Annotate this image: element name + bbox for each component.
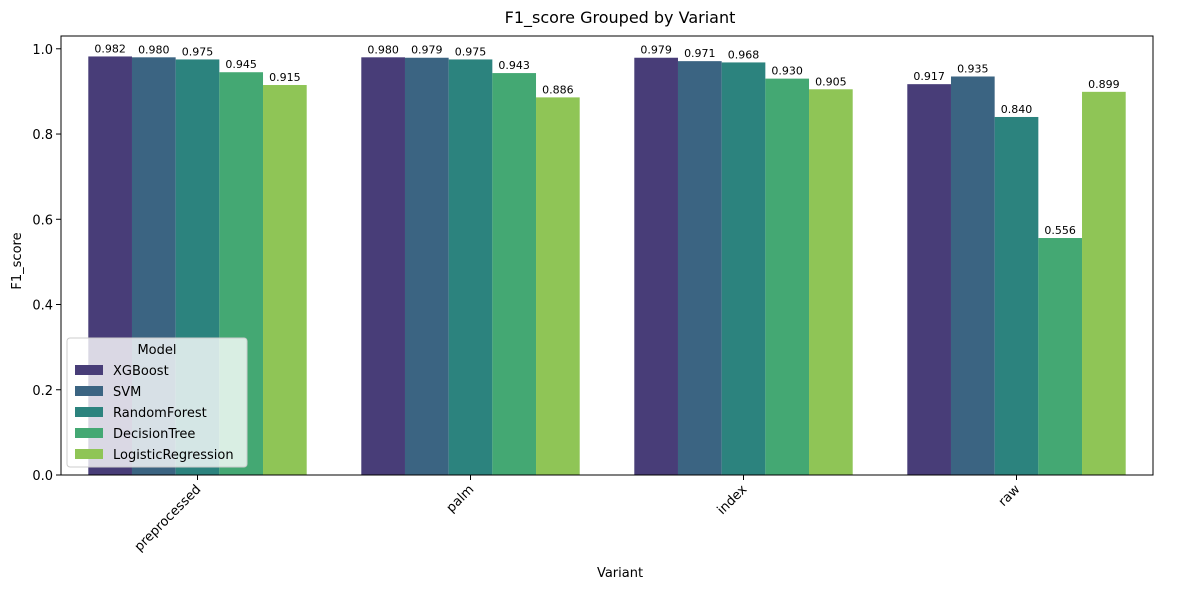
data-label: 0.975 — [182, 45, 214, 58]
bar-xgboost-raw — [907, 84, 951, 475]
bar-randomforest-raw — [994, 116, 1039, 475]
data-label: 0.556 — [1044, 224, 1076, 237]
y-tick-label: 0.4 — [32, 299, 53, 314]
data-label: 0.917 — [913, 70, 945, 83]
legend: Model XGBoost SVM RandomForest DecisionTree… — [66, 337, 248, 468]
data-label: 0.979 — [640, 44, 672, 57]
data-label: 0.915 — [269, 71, 301, 84]
legend-label-xgboost: XGBoost — [113, 364, 169, 379]
legend-label-decisiontree: DecisionTree — [113, 427, 195, 442]
legend-swatch-decisiontree — [75, 428, 103, 438]
bar-svm-index — [677, 61, 722, 475]
data-label: 0.943 — [498, 59, 530, 72]
bar-randomforest-index — [721, 62, 766, 476]
x-tick-label: index — [715, 482, 751, 518]
bar-logisticregression-raw — [1082, 91, 1126, 475]
data-label: 0.980 — [138, 43, 170, 56]
x-axis-label: Variant — [597, 566, 643, 581]
y-tick-label: 0.2 — [32, 384, 53, 399]
data-label: 0.975 — [455, 45, 487, 58]
data-label: 0.935 — [957, 62, 989, 75]
legend-label-logisticregression: LogisticRegression — [113, 448, 234, 463]
bar-xgboost-index — [634, 57, 678, 476]
legend-swatch-logisticregression — [75, 449, 103, 459]
bar-decisiontree-raw — [1038, 238, 1083, 475]
data-label: 0.945 — [225, 58, 257, 71]
data-label: 0.979 — [411, 44, 443, 57]
legend-title: Model — [137, 343, 176, 358]
bar-decisiontree-palm — [492, 73, 537, 476]
data-label: 0.982 — [94, 42, 126, 55]
data-label: 0.905 — [815, 75, 847, 88]
legend-label-randomforest: RandomForest — [113, 406, 207, 421]
x-tick-label: preprocessed — [132, 482, 204, 554]
data-label: 0.899 — [1088, 78, 1120, 91]
x-axis: preprocessed palm index raw — [132, 475, 1024, 555]
data-label: 0.971 — [684, 47, 716, 60]
chart-title: F1_score Grouped by Variant — [505, 8, 736, 28]
legend-items: XGBoost SVM RandomForest DecisionTree Logist… — [75, 364, 234, 463]
legend-label-svm: SVM — [113, 385, 141, 400]
data-labels-layer: 0.982 0.980 0.979 0.917 0.980 0.979 0.971 0.935… — [94, 42, 1119, 237]
plot-frame — [60, 35, 1154, 476]
y-axis: 0.0 0.2 0.4 0.6 0.8 1.0 — [32, 43, 61, 484]
legend-box — [66, 337, 248, 468]
data-label: 0.968 — [728, 48, 760, 61]
data-label: 0.886 — [542, 83, 574, 96]
legend-swatch-randomforest — [75, 407, 103, 417]
x-tick-label: palm — [444, 482, 478, 516]
bar-xgboost-palm — [361, 57, 405, 476]
data-label: 0.930 — [771, 65, 803, 78]
bar-logisticregression-palm — [536, 97, 580, 475]
bar-logisticregression-index — [809, 89, 853, 475]
bar-logisticregression-preprocessed — [263, 85, 307, 476]
bar-decisiontree-index — [765, 78, 810, 475]
bar-randomforest-palm — [448, 59, 493, 476]
data-label: 0.840 — [1001, 103, 1033, 116]
y-axis-label: F1_score — [10, 232, 25, 289]
bar-svm-raw — [950, 76, 995, 475]
bar-svm-palm — [404, 57, 449, 476]
x-tick-label: raw — [996, 482, 1024, 510]
y-tick-label: 0.8 — [32, 128, 53, 143]
y-tick-label: 0.6 — [32, 213, 53, 228]
legend-swatch-svm — [75, 386, 103, 396]
data-label: 0.980 — [367, 43, 399, 56]
y-tick-label: 1.0 — [32, 43, 53, 58]
y-tick-label: 0.0 — [32, 469, 53, 484]
legend-swatch-xgboost — [75, 365, 103, 375]
